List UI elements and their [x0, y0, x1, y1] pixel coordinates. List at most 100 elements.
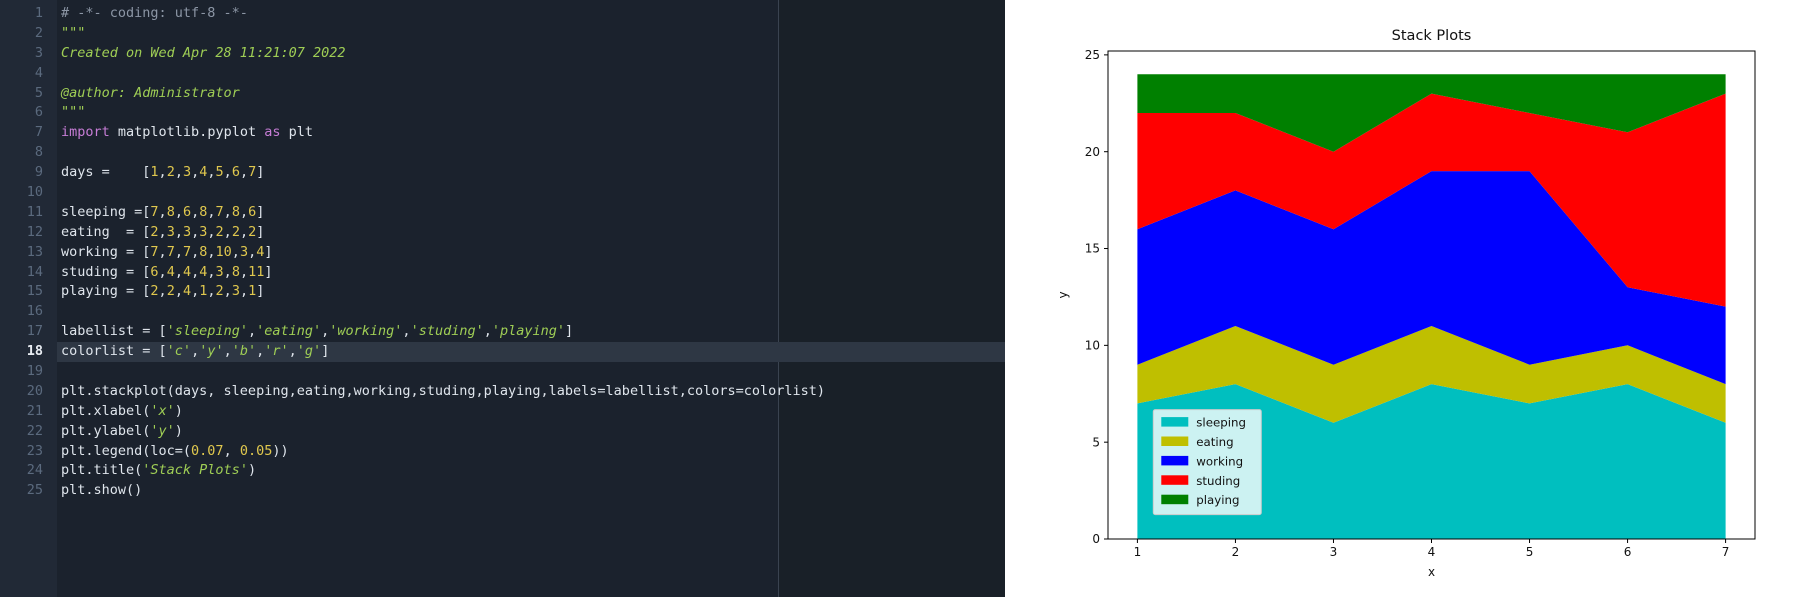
code-line[interactable]: 21 plt.xlabel('x') [0, 402, 1005, 422]
x-tick-label: 6 [1624, 545, 1632, 559]
line-number: 17 [26, 323, 43, 340]
code-text: plt.ylabel('y') [61, 422, 183, 439]
code-text: import matplotlib.pyplot as plt [61, 124, 313, 141]
line-number: 8 [34, 144, 43, 161]
line-number: 22 [26, 422, 43, 439]
code-text: Created on Wed Apr 28 11:21:07 2022 [61, 44, 346, 61]
code-text: labellist = ['sleeping','eating','workin… [61, 323, 574, 340]
code-text: plt.title('Stack Plots') [61, 462, 257, 479]
code-line[interactable]: 11 sleeping =[7,8,6,8,7,8,6] [0, 203, 1005, 223]
code-line[interactable]: 25 plt.show() [0, 481, 1005, 501]
line-number: 1 [34, 5, 43, 21]
line-number-gutter [0, 0, 57, 597]
line-number: 11 [26, 203, 43, 220]
code-line[interactable]: 24 plt.title('Stack Plots') [0, 461, 1005, 481]
x-tick-label: 7 [1722, 545, 1730, 559]
code-editor-panel[interactable]: 1 # -*- coding: utf-8 -*- 2 """ 3 Created on … [0, 0, 1005, 597]
legend-swatch-sleeping [1161, 417, 1189, 427]
line-number: 24 [26, 462, 43, 479]
line-number: 12 [26, 223, 43, 240]
code-text: working = [7,7,7,8,10,3,4] [61, 243, 273, 260]
code-line[interactable]: 13 working = [7,7,7,8,10,3,4] [0, 243, 1005, 263]
code-text: days = [1,2,3,4,5,6,7] [61, 164, 265, 181]
area-series-eating [1137, 326, 1726, 423]
area-series-working [1137, 171, 1726, 385]
x-tick-label: 1 [1134, 545, 1142, 559]
legend-label-eating: eating [1196, 435, 1233, 449]
code-line[interactable]: 10 [0, 183, 1005, 203]
code-text: sleeping =[7,8,6,8,7,8,6] [61, 203, 265, 220]
code-line[interactable]: 17 labellist = ['sleeping','eating','work… [0, 322, 1005, 342]
code-line[interactable]: 1 # -*- coding: utf-8 -*- [0, 4, 1005, 24]
line-number: 14 [26, 263, 43, 280]
legend-swatch-studing [1161, 475, 1189, 485]
area-series-studing [1137, 93, 1726, 307]
code-line[interactable]: 3 Created on Wed Apr 28 11:21:07 2022 [0, 44, 1005, 64]
line-number: 19 [26, 363, 43, 380]
code-line[interactable]: 19 [0, 362, 1005, 382]
line-number: 15 [26, 283, 43, 300]
code-line[interactable]: 23 plt.legend(loc=(0.07, 0.05)) [0, 442, 1005, 462]
code-line[interactable]: 14 studing = [6,4,4,4,3,8,11] [0, 263, 1005, 283]
line-number: 5 [34, 84, 43, 101]
code-line[interactable]: 16 [0, 302, 1005, 322]
line-number: 16 [26, 303, 43, 320]
code-text: @author: Administrator [61, 84, 240, 101]
code-line[interactable]: 8 [0, 143, 1005, 163]
x-tick-label: 5 [1526, 545, 1534, 559]
code-text: plt.stackplot(days, sleeping,eating,work… [61, 382, 826, 399]
code-line[interactable]: 18 colorlist = ['c','y','b','r','g'] [0, 342, 1005, 363]
line-number: 2 [34, 24, 43, 41]
edge-line-ruler [778, 0, 779, 597]
x-tick-label: 2 [1232, 545, 1240, 559]
legend-label-studing: studing [1196, 474, 1240, 488]
code-line[interactable]: 20 plt.stackplot(days, sleeping,eating,wo… [0, 382, 1005, 402]
y-axis-label: y [1056, 291, 1070, 298]
line-number: 4 [34, 64, 43, 81]
code-line[interactable]: 15 playing = [2,2,4,1,2,3,1] [0, 282, 1005, 302]
legend-box [1152, 409, 1262, 516]
code-line[interactable]: 22 plt.ylabel('y') [0, 422, 1005, 442]
code-area[interactable]: 1 # -*- coding: utf-8 -*- 2 """ 3 Created on … [0, 4, 1005, 501]
code-text: # -*- coding: utf-8 -*- [61, 5, 248, 21]
code-text: playing = [2,2,4,1,2,3,1] [61, 283, 265, 300]
code-text: """ [61, 24, 86, 41]
matplotlib-figure-panel: 1 2 3 4 5 6 7 0 5 10 15 20 25 Stack Plots x y sleeping ea… [1005, 0, 1802, 597]
line-number: 7 [34, 124, 43, 141]
code-line[interactable]: 6 """ [0, 103, 1005, 123]
code-line[interactable]: 5 @author: Administrator [0, 84, 1005, 104]
line-number: 13 [26, 243, 43, 260]
y-tick-label: 5 [1092, 435, 1100, 449]
beyond-edge-line-area [779, 0, 1005, 597]
code-line[interactable]: 2 """ [0, 24, 1005, 44]
y-tick-label: 0 [1092, 532, 1100, 546]
line-number: 18 [26, 343, 43, 360]
line-number: 3 [34, 44, 43, 61]
line-number: 9 [34, 164, 43, 181]
line-number: 10 [26, 184, 43, 201]
y-tick-label: 15 [1085, 242, 1100, 256]
code-text: plt.xlabel('x') [61, 402, 183, 419]
y-tick-label: 25 [1085, 48, 1100, 62]
line-number: 20 [26, 382, 43, 399]
line-number: 6 [34, 104, 43, 121]
y-tick-label: 20 [1085, 145, 1100, 159]
legend-swatch-playing [1161, 494, 1189, 505]
legend-swatch-eating [1161, 436, 1189, 446]
line-number: 25 [26, 482, 43, 499]
stack-plot-chart: 1 2 3 4 5 6 7 0 5 10 15 20 25 Stack Plots x y sleeping ea… [1005, 0, 1802, 597]
code-text: colorlist = ['c','y','b','r','g'] [61, 343, 330, 360]
code-line[interactable]: 7 import matplotlib.pyplot as plt [0, 123, 1005, 143]
line-number: 23 [26, 442, 43, 459]
code-line[interactable]: 12 eating = [2,3,3,3,2,2,2] [0, 223, 1005, 243]
code-text: eating = [2,3,3,3,2,2,2] [61, 223, 265, 240]
code-line[interactable]: 4 [0, 64, 1005, 84]
y-tick-label: 10 [1085, 339, 1100, 353]
code-text: """ [61, 104, 86, 121]
x-tick-label: 3 [1330, 545, 1338, 559]
legend-label-sleeping: sleeping [1196, 416, 1246, 430]
code-text: studing = [6,4,4,4,3,8,11] [61, 263, 273, 280]
code-text: plt.show() [61, 482, 143, 499]
code-line[interactable]: 9 days = [1,2,3,4,5,6,7] [0, 163, 1005, 183]
x-axis-label: x [1428, 565, 1435, 579]
